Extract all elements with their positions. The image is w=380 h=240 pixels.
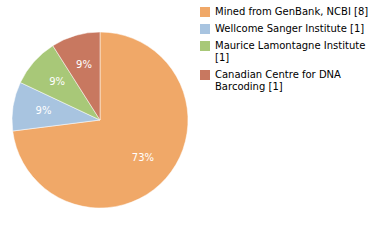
svg-text:73%: 73% xyxy=(132,152,154,163)
html-text:Wellcome Sanger Institute [1]: Wellcome Sanger Institute [1] xyxy=(215,23,365,34)
svg-text:9%: 9% xyxy=(76,59,92,70)
html-text:Mined from GenBank, NCBI [8]: Mined from GenBank, NCBI [8] xyxy=(215,6,369,17)
html-text:Maurice Lamontagne Institute [: Maurice Lamontagne Institute [1] xyxy=(215,40,366,63)
html-text:Canadian Centre for DNA Barcod: Canadian Centre for DNA Barcoding [1] xyxy=(215,69,341,92)
svg-text:9%: 9% xyxy=(49,76,65,87)
svg-text:9%: 9% xyxy=(36,105,52,116)
